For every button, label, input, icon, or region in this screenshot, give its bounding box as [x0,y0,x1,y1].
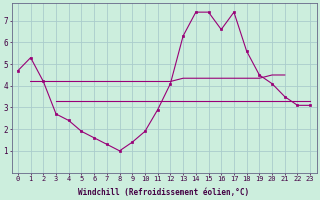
X-axis label: Windchill (Refroidissement éolien,°C): Windchill (Refroidissement éolien,°C) [78,188,250,197]
